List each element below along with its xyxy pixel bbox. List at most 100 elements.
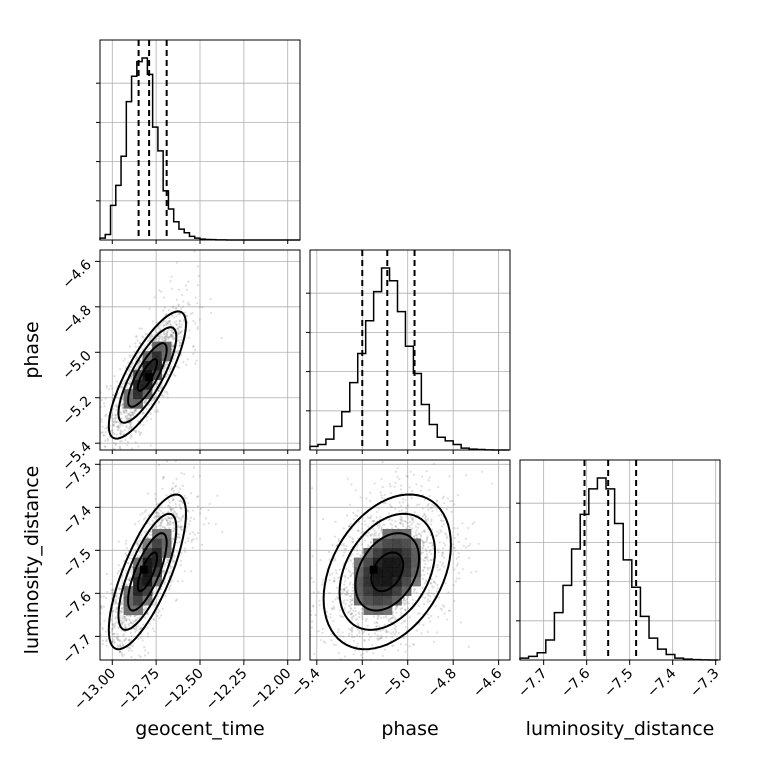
scatter-point <box>119 411 122 414</box>
scatter-point <box>442 495 445 498</box>
scatter-point <box>167 320 171 323</box>
scatter-point <box>167 570 170 573</box>
scatter-point <box>159 592 162 595</box>
scatter-point <box>384 614 388 617</box>
density-cell <box>142 557 153 568</box>
scatter-point <box>343 606 346 610</box>
scatter-point <box>180 307 183 310</box>
scatter-point <box>162 526 165 529</box>
scatter-point <box>371 533 374 536</box>
scatter-point <box>121 610 124 613</box>
scatter-point <box>376 634 379 637</box>
scatter-point <box>104 397 107 400</box>
scatter-point <box>156 514 159 517</box>
scatter-point <box>434 535 437 538</box>
scatter-point <box>389 617 392 620</box>
scatter-point <box>144 510 147 513</box>
scatter-point <box>165 337 168 341</box>
scatter-point <box>158 386 161 390</box>
scatter-point <box>162 395 165 398</box>
scatter-point <box>422 542 425 545</box>
scatter-point <box>167 320 170 323</box>
scatter-point <box>163 390 166 393</box>
scatter-point <box>428 476 431 479</box>
scatter-point <box>128 345 131 348</box>
scatter-point <box>172 527 175 530</box>
scatter-point <box>376 614 379 617</box>
scatter-point <box>148 533 151 536</box>
scatter-point <box>421 515 424 518</box>
scatter-point <box>130 377 133 380</box>
scatter-point <box>142 411 145 414</box>
scatter-point <box>376 637 379 640</box>
scatter-point <box>118 587 121 590</box>
scatter-point <box>380 636 384 639</box>
scatter-point <box>423 514 426 517</box>
scatter-point <box>133 628 136 631</box>
scatter-point <box>361 607 364 610</box>
scatter-point <box>424 556 427 559</box>
scatter-point <box>356 628 359 631</box>
scatter-point <box>408 524 411 527</box>
scatter-point <box>340 543 343 547</box>
scatter-point <box>103 480 105 482</box>
scatter-point <box>124 542 127 545</box>
scatter-point <box>184 284 188 287</box>
scatter-point <box>161 570 164 573</box>
scatter-point <box>344 576 347 579</box>
scatter-point <box>137 361 141 364</box>
scatter-point <box>313 652 316 656</box>
scatter-point <box>162 569 165 572</box>
scatter-point <box>418 532 421 535</box>
scatter-point <box>124 409 128 412</box>
scatter-point <box>151 335 154 338</box>
scatter-point <box>168 320 172 323</box>
scatter-point <box>124 638 128 641</box>
scatter-point <box>172 561 175 564</box>
scatter-point <box>180 551 183 555</box>
scatter-point <box>160 521 163 524</box>
scatter-point <box>141 347 145 351</box>
scatter-point <box>170 488 173 491</box>
scatter-point <box>116 637 119 640</box>
scatter-point <box>123 638 126 642</box>
scatter-point <box>105 638 108 642</box>
scatter-point <box>186 303 190 306</box>
scatter-point <box>348 604 351 607</box>
scatter-point <box>165 312 168 316</box>
scatter-point <box>135 629 138 632</box>
scatter-point <box>394 481 397 484</box>
scatter-point <box>136 339 139 342</box>
scatter-point <box>121 641 124 644</box>
scatter-point <box>164 333 167 336</box>
scatter-point <box>475 570 478 573</box>
scatter-point <box>465 546 468 549</box>
scatter-point <box>374 534 378 537</box>
scatter-point <box>182 320 185 323</box>
scatter-point <box>156 608 160 611</box>
scatter-point <box>178 517 181 520</box>
scatter-point <box>467 645 470 648</box>
scatter-point <box>179 500 182 503</box>
scatter-point <box>394 630 398 633</box>
scatter-point <box>119 617 122 620</box>
scatter-point <box>136 555 139 558</box>
scatter-point <box>190 570 193 573</box>
scatter-point <box>177 516 180 519</box>
scatter-point <box>110 429 113 433</box>
scatter-point <box>120 386 123 389</box>
scatter-point <box>174 351 177 354</box>
scatter-point <box>440 608 443 611</box>
joint-geocent_time-luminosity_distance <box>100 460 300 660</box>
scatter-point <box>170 508 173 511</box>
scatter-point <box>413 588 416 591</box>
scatter-point <box>152 590 156 593</box>
scatter-point <box>356 529 360 532</box>
scatter-point <box>162 570 165 573</box>
scatter-point <box>153 604 156 607</box>
scatter-point <box>197 275 200 278</box>
scatter-point <box>148 337 151 341</box>
scatter-point <box>100 452 102 454</box>
scatter-point <box>186 358 189 361</box>
